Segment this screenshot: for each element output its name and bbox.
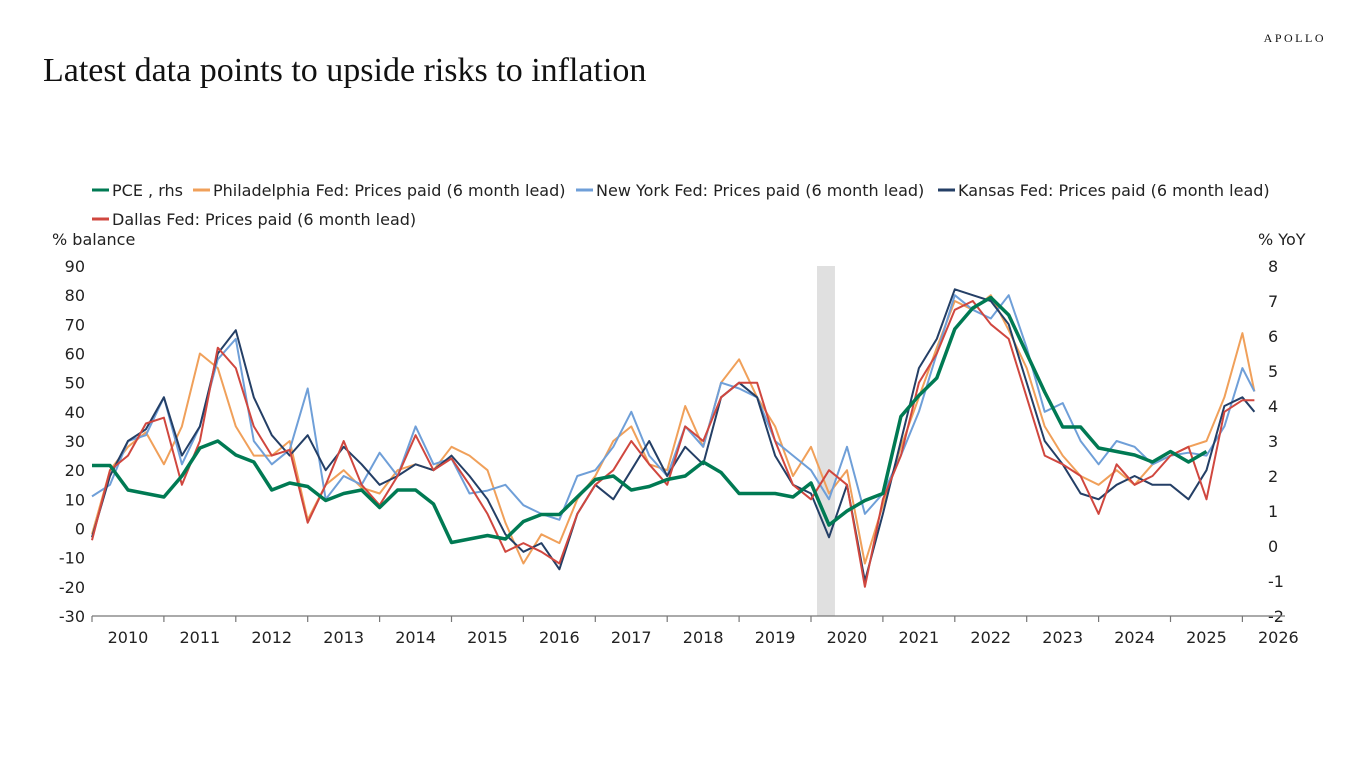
x-tick-label: 2010 <box>108 628 149 647</box>
y-left-tick-label: 70 <box>65 315 85 334</box>
y-right-tick-label: 2 <box>1268 467 1278 486</box>
y-left-tick-label: 40 <box>65 403 85 422</box>
series-line-2 <box>91 294 1256 521</box>
x-axis: 2010 2011 2012 2013 2014 2015 2016 2017 2018 2019… <box>91 615 1299 647</box>
y-right-tick-label: 3 <box>1268 432 1278 451</box>
y-right-tick-label: 7 <box>1268 292 1278 311</box>
y-left-tick-label: 50 <box>65 374 85 393</box>
y-right-tick-label: 6 <box>1268 327 1278 346</box>
x-tick-label: 2015 <box>467 628 508 647</box>
y-left-tick-label: 60 <box>65 345 85 364</box>
legend: PCE , rhs Philadelphia Fed: Prices paid (… <box>92 181 1270 229</box>
y-left-tick-label: 20 <box>65 461 85 480</box>
x-tick-label: 2013 <box>323 628 364 647</box>
series-lines <box>91 288 1256 588</box>
x-tick-label: 2012 <box>251 628 292 647</box>
recession-shading <box>816 266 835 616</box>
x-tick-label: 2011 <box>179 628 220 647</box>
legend-label: Dallas Fed: Prices paid (6 month lead) <box>112 210 416 229</box>
series-line-3 <box>91 288 1256 582</box>
y-left-tick-label: 80 <box>65 286 85 305</box>
legend-label: Philadelphia Fed: Prices paid (6 month l… <box>213 181 565 200</box>
y-left-tick-label: -10 <box>59 549 85 568</box>
legend-label: PCE , rhs <box>112 181 183 200</box>
y-right-tick-label: 8 <box>1268 257 1278 276</box>
page-title: Latest data points to upside risks to in… <box>43 52 647 89</box>
x-tick-label: 2018 <box>683 628 724 647</box>
left-axis-ticks: 90 80 70 60 50 40 30 20 10 0 -10 -20 -30 <box>59 257 85 626</box>
y-right-tick-label: 4 <box>1268 397 1278 416</box>
legend-label: New York Fed: Prices paid (6 month lead) <box>596 181 924 200</box>
x-tick-label: 2022 <box>970 628 1011 647</box>
y-left-tick-label: -30 <box>59 607 85 626</box>
series-line-4 <box>91 300 1255 588</box>
right-axis-label: % YoY <box>1258 230 1306 249</box>
y-left-tick-label: -20 <box>59 578 85 597</box>
x-tick-label: 2017 <box>611 628 652 647</box>
y-right-tick-label: 0 <box>1268 537 1278 556</box>
y-right-tick-label: -1 <box>1268 572 1284 591</box>
x-tick-label: 2020 <box>827 628 868 647</box>
y-right-tick-label: 5 <box>1268 362 1278 381</box>
y-left-tick-label: 0 <box>75 520 85 539</box>
x-tick-label: 2026 <box>1258 628 1299 647</box>
x-tick-label: 2016 <box>539 628 580 647</box>
y-right-tick-label: 1 <box>1268 502 1278 521</box>
y-left-tick-label: 90 <box>65 257 85 276</box>
legend-label: Kansas Fed: Prices paid (6 month lead) <box>958 181 1270 200</box>
y-left-tick-label: 10 <box>65 490 85 509</box>
x-tick-label: 2025 <box>1186 628 1227 647</box>
x-tick-label: 2014 <box>395 628 436 647</box>
x-tick-label: 2023 <box>1042 628 1083 647</box>
x-tick-label: 2019 <box>755 628 796 647</box>
series-line-0 <box>92 295 1208 545</box>
y-left-tick-label: 30 <box>65 432 85 451</box>
x-tick-label: 2024 <box>1114 628 1155 647</box>
series-line-1 <box>91 294 1256 565</box>
apollo-logo: APOLLO <box>1263 31 1326 45</box>
left-axis-label: % balance <box>52 230 135 249</box>
x-tick-label: 2021 <box>898 628 939 647</box>
